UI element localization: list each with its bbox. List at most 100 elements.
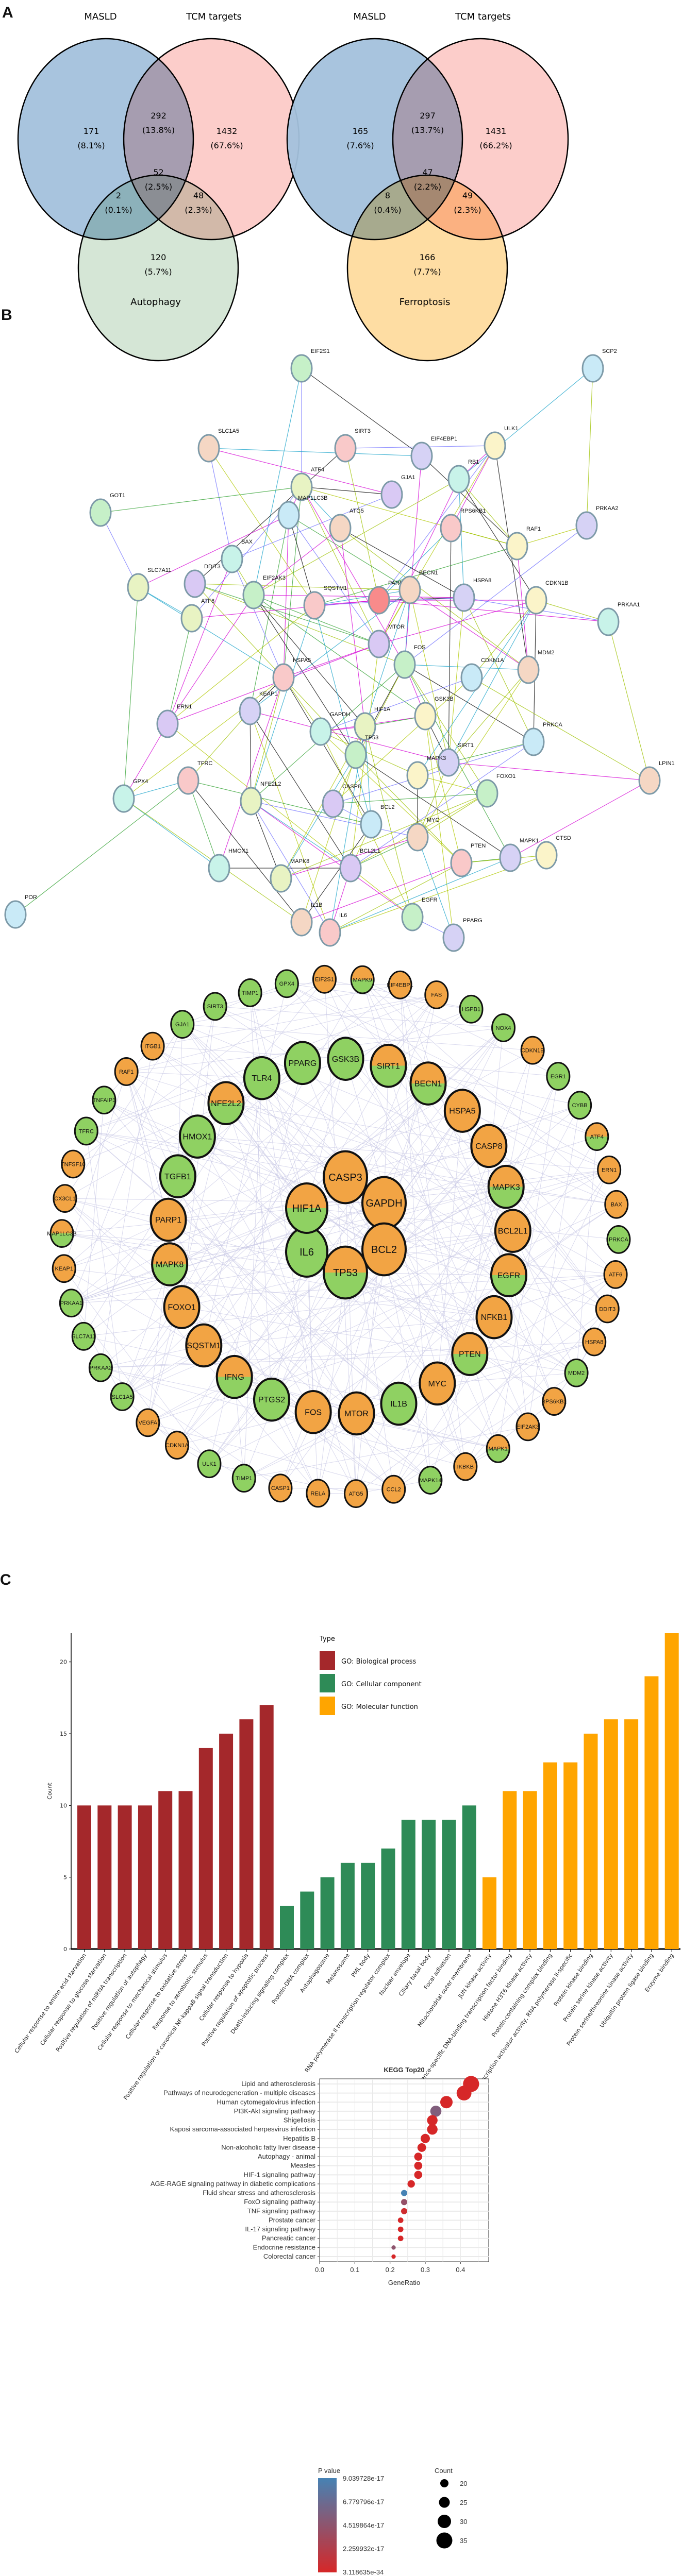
hub-edge <box>126 1071 169 1220</box>
string-node-hmox1 <box>208 854 230 883</box>
hub-node-shape <box>520 1036 545 1065</box>
hub-node-shape <box>361 1222 407 1277</box>
string-node-label: EIF2AK3 <box>263 575 286 581</box>
venn-set-third <box>347 175 507 361</box>
string-edge <box>586 368 593 526</box>
hub-edge <box>182 1024 533 1051</box>
string-node-pten <box>450 849 473 877</box>
string-edge <box>188 780 220 869</box>
string-node-label: SCP2 <box>602 348 617 354</box>
hub-node-shape <box>53 1184 77 1213</box>
venn-pct-tcm_third: (2.3%) <box>185 205 212 215</box>
string-node-tfrc <box>177 766 199 795</box>
hub-node-il6: IL6 <box>285 1226 328 1278</box>
string-node-atf6 <box>180 604 203 633</box>
string-edge <box>350 837 418 869</box>
hub-edge <box>215 1006 346 1059</box>
venn-pct-tcm_only: (66.2%) <box>479 141 512 150</box>
hub-node-shape <box>164 1431 189 1460</box>
go-bar <box>97 1805 112 1949</box>
kegg-pathway-label: Pancreatic cancer <box>262 2234 316 2242</box>
string-edge <box>251 801 413 918</box>
kegg-pathway-label: Autophagy - animal <box>258 2153 315 2160</box>
hub-node-mapk14: MAPK14 <box>418 1466 443 1495</box>
hub-node-mtor: MTOR <box>338 1391 375 1436</box>
string-nodes: EIF2S1 SCP2 SLC1A5 SIRT3 EIF4EBP1 ULK1 RB1 ATF4… <box>4 348 675 952</box>
hub-node-shape <box>178 1114 216 1159</box>
venn-diagram-autophagy: MASLD TCM targets Autophagy 171 (8.1%) 292 (13… <box>17 11 300 362</box>
hub-edge <box>177 1202 385 1446</box>
hub-node-label: PTEN <box>459 1350 481 1359</box>
string-edge <box>251 801 418 838</box>
legend-label: GO: Biological process <box>341 1658 417 1666</box>
hub-edge <box>226 1103 595 1342</box>
hub-node-label: SQSTM1 <box>187 1342 221 1350</box>
hub-node-label: CX3CL1 <box>54 1196 76 1202</box>
hub-node-shape <box>323 1150 368 1205</box>
hub-edge <box>63 1268 210 1464</box>
hub-node-shape <box>285 1182 328 1234</box>
hub-node-ddit3: DDIT3 <box>595 1294 620 1324</box>
hub-node-nox4: NOX4 <box>491 1013 516 1042</box>
panel-label-a: A <box>2 4 13 21</box>
x-tick-label: PML body <box>350 1952 371 1978</box>
string-edge <box>138 587 284 678</box>
hub-node-label: TIMP1 <box>242 990 258 996</box>
hub-edge <box>64 1268 494 1318</box>
go-bar <box>664 1633 679 1949</box>
go-bar <box>624 1719 639 1949</box>
count-legend-label: 25 <box>460 2499 467 2506</box>
string-ppi-network: EIF2S1 SCP2 SLC1A5 SIRT3 EIF4EBP1 ULK1 RB1 ATF4… <box>4 348 675 952</box>
hub-node-ikbkb: IKBKB <box>453 1452 478 1481</box>
venn-count-third_only: 166 <box>420 252 436 262</box>
hub-edge <box>306 1208 619 1240</box>
string-edge <box>458 479 518 547</box>
hub-edge <box>430 1353 470 1481</box>
hub-node-rps6kb1: RPS6KB1 <box>541 1387 567 1416</box>
legend-swatch <box>320 1697 335 1715</box>
pvalue-legend-title: P value <box>318 2467 340 2475</box>
hub-node-egr1: EGR1 <box>546 1062 571 1091</box>
venn-diagram-ferroptosis: MASLD TCM targets Ferroptosis 165 (7.6%) 297 (… <box>286 11 569 362</box>
string-node-atg5 <box>329 514 352 543</box>
count-legend-dot <box>439 2497 450 2508</box>
go-bar <box>442 1820 456 1949</box>
hub-edge <box>169 1264 357 1414</box>
hub-node-shape <box>61 1149 86 1179</box>
hub-node-shape <box>92 1086 117 1115</box>
string-edge <box>253 528 341 596</box>
string-edge <box>251 801 330 933</box>
hub-node-label: PRKCA <box>609 1237 629 1243</box>
hub-edge <box>280 1187 507 1488</box>
kegg-dot <box>401 2208 407 2214</box>
hub-node-label: MYC <box>428 1380 447 1388</box>
string-edge <box>15 780 189 915</box>
hub-node-timp1b: TIMP1 <box>238 978 262 1007</box>
hub-node-hspb1: HSPB1 <box>459 994 484 1024</box>
venn-count-tcm_third: 48 <box>193 191 204 200</box>
hub-node-myc: MYC <box>419 1361 456 1406</box>
hub-node-cdkn1a: CDKN1A <box>164 1431 189 1460</box>
venn-pct-masld_third: (0.4%) <box>374 205 401 215</box>
hub-node-ptgs2: PTGS2 <box>253 1377 290 1422</box>
string-edge <box>448 597 464 763</box>
y-tick-label: 0 <box>63 1946 67 1953</box>
hub-node-map1lc3b: MAP1LC3B <box>47 1219 77 1248</box>
hub-node-label: TLR4 <box>252 1074 272 1083</box>
hub-edge <box>177 1176 466 1467</box>
hub-node-label: IL1B <box>390 1400 407 1409</box>
string-node-nfe2l2 <box>240 787 262 816</box>
kegg-dot <box>440 2096 453 2109</box>
hub-node-raf1: RAF1 <box>114 1057 139 1086</box>
go-bar <box>563 1762 578 1949</box>
string-edge <box>301 486 379 645</box>
hub-node-shape <box>585 1122 609 1151</box>
venn-group: MASLD TCM targets Autophagy 171 (8.1%) 292 (13… <box>17 11 300 362</box>
string-node-label: HIF1A <box>374 706 391 713</box>
hub-node-sirt1: SIRT1 <box>370 1043 407 1088</box>
hub-edge <box>345 1105 580 1178</box>
hub-edge <box>306 1208 509 1276</box>
string-node-label: SIRT3 <box>355 428 371 434</box>
hub-node-parp1: PARP1 <box>149 1197 187 1242</box>
hub-node-label: ATG5 <box>349 1491 363 1497</box>
